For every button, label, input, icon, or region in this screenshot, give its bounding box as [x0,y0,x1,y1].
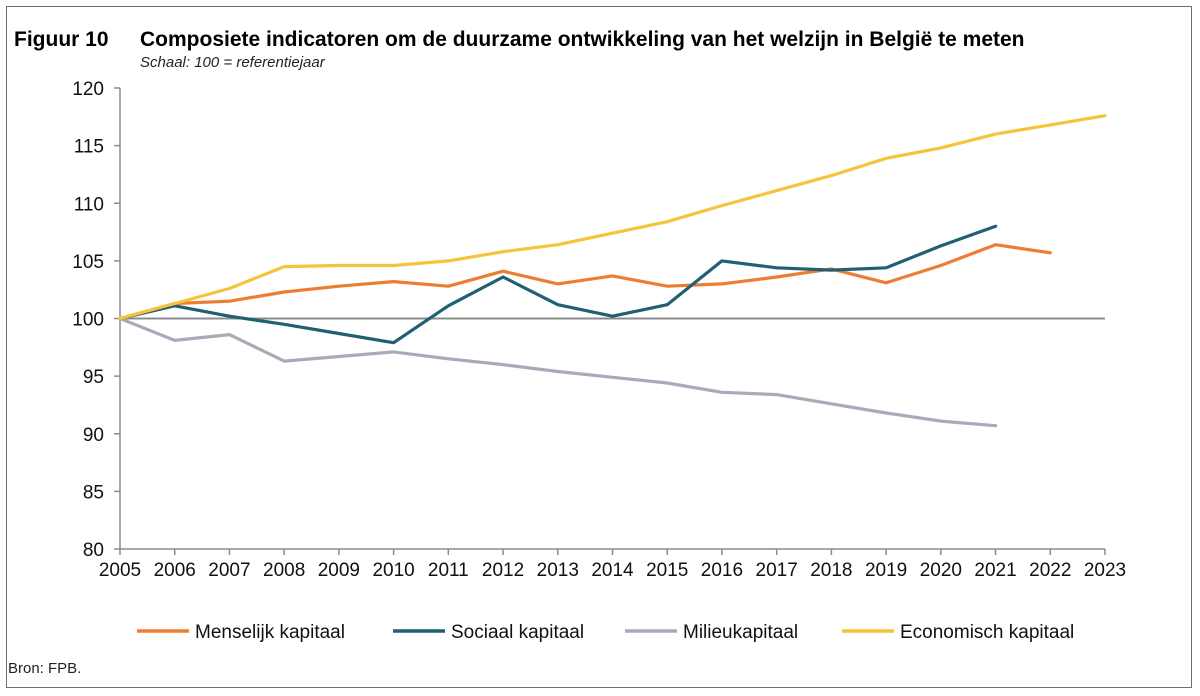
y-tick-label: 110 [74,194,104,215]
x-tick-label: 2019 [865,560,907,581]
source-note: Bron: FPB. [8,660,82,677]
x-tick-label: 2012 [482,560,524,581]
x-tick-label: 2023 [1084,560,1126,581]
x-tick-label: 2007 [208,560,250,581]
legend-label-menselijk-kapitaal: Menselijk kapitaal [195,622,345,643]
legend-label-sociaal-kapitaal: Sociaal kapitaal [451,622,584,643]
axes: 80 85 90 95 100 105 110 115 120 2005 2006 2007 2008 2… [72,79,1126,581]
series-line-menselijk-kapitaal [118,243,1052,321]
figure-label: Figuur 10 [14,28,109,51]
x-tick-label: 2015 [646,560,688,581]
series-line-milieukapitaal [118,316,998,428]
x-tick-label: 2010 [372,560,414,581]
y-tick-label: 95 [83,367,104,388]
y-tick-label: 90 [83,425,104,446]
y-tick-label: 115 [74,137,104,158]
series-line-economisch-kapitaal [118,114,1107,321]
x-tick-label: 2018 [810,560,852,581]
x-tick-label: 2011 [428,560,469,581]
figure-frame [6,6,1192,688]
y-tick-label: 85 [83,482,104,503]
x-tick-label: 2009 [318,560,360,581]
x-tick-label: 2022 [1029,560,1071,581]
series-group [118,114,1107,428]
y-tick-label: 105 [72,252,104,273]
x-tick-label: 2021 [974,560,1016,581]
series-line-sociaal-kapitaal [118,224,998,345]
x-tick-label: 2020 [920,560,962,581]
x-tick-label: 2008 [263,560,305,581]
y-tick-label: 100 [72,310,104,331]
chart-subtitle: Schaal: 100 = referentiejaar [140,54,325,71]
x-tick-label: 2014 [591,560,634,581]
chart-title: Composiete indicatoren om de duurzame on… [140,28,1025,51]
x-tick-label: 2005 [99,560,141,581]
x-tick-label: 2013 [537,560,579,581]
y-tick-label: 80 [83,540,104,561]
x-tick-label: 2016 [701,560,743,581]
legend-label-economisch-kapitaal: Economisch kapitaal [900,622,1074,643]
legend: Menselijk kapitaal Sociaal kapitaal Milieu… [137,622,1074,643]
x-tick-label: 2017 [756,560,798,581]
x-tick-label: 2006 [154,560,196,581]
y-tick-label: 120 [72,79,104,100]
legend-label-milieukapitaal: Milieukapitaal [683,622,798,643]
